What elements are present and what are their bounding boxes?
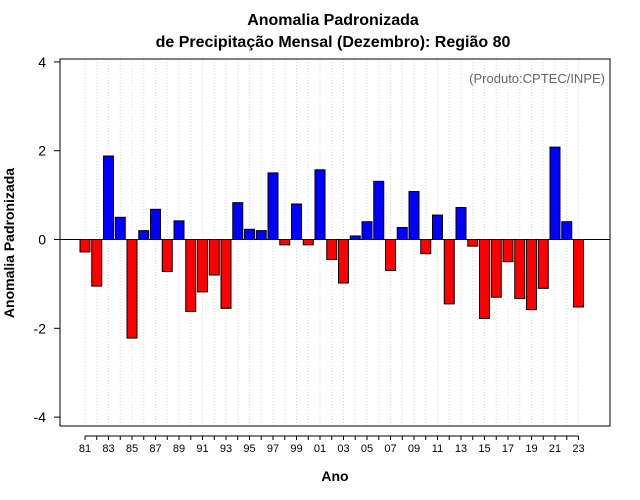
- bars: [60, 146, 610, 339]
- x-tick-label: 81: [79, 443, 91, 455]
- y-axis: -4 -2 0 2 4: [34, 54, 60, 425]
- bar-91: [197, 239, 208, 293]
- bar-87: [150, 208, 161, 240]
- bar-83: [103, 155, 114, 240]
- x-tick-label: 21: [549, 443, 561, 455]
- x-tick-label: 13: [455, 443, 467, 455]
- bar-90: [185, 239, 197, 312]
- bar-23: [573, 239, 584, 308]
- bar-03: [338, 239, 349, 284]
- x-tick-label: 89: [173, 443, 185, 455]
- x-axis: 81 83 85 87 89 91 93 95 97 99 01 03 05 07 09 11 13 15 17 19…: [79, 435, 585, 455]
- credit-annotation: (Produto:CPTEC/INPE): [469, 71, 605, 86]
- bar-07: [385, 239, 396, 272]
- y-tick-label: 2: [38, 143, 46, 159]
- bar-05: [361, 221, 373, 241]
- bar-84: [114, 216, 126, 241]
- bar-92: [208, 239, 220, 276]
- x-tick-label: 17: [502, 443, 514, 455]
- bar-19: [526, 239, 537, 311]
- y-tick-label: 0: [38, 232, 46, 248]
- y-tick-label: -4: [34, 409, 47, 425]
- bar-06: [373, 180, 385, 240]
- x-tick-label: 93: [220, 443, 232, 455]
- bar-08: [396, 227, 408, 240]
- x-tick-label: 83: [102, 443, 114, 455]
- x-tick-label: 99: [290, 443, 302, 455]
- bar-15: [479, 239, 490, 320]
- bar-00: [302, 239, 314, 246]
- bar-96: [255, 230, 267, 240]
- bar-93: [220, 239, 232, 309]
- bar-14: [467, 239, 479, 247]
- bar-02: [326, 239, 338, 260]
- bar-17: [502, 239, 514, 263]
- bar-09: [408, 191, 420, 241]
- bar-81: [79, 239, 91, 253]
- bar-88: [161, 239, 173, 272]
- x-tick-label: 91: [196, 443, 208, 455]
- plot-frame: [59, 58, 611, 427]
- bar-18: [514, 239, 526, 300]
- x-tick-label: 03: [337, 443, 349, 455]
- x-tick-label: 05: [361, 443, 373, 455]
- x-tick-label: 01: [314, 443, 326, 455]
- x-tick-label: 97: [267, 443, 279, 455]
- bar-13: [455, 207, 467, 240]
- bar-95: [244, 228, 255, 240]
- x-tick-label: 19: [525, 443, 537, 455]
- x-tick-label: 85: [126, 443, 138, 455]
- bar-99: [291, 203, 302, 240]
- bar-20: [537, 239, 549, 289]
- bar-82: [91, 239, 103, 287]
- bar-89: [173, 220, 185, 241]
- chart-title-line1: Anomalia Padronizada: [247, 12, 419, 29]
- x-tick-label: 07: [384, 443, 396, 455]
- bar-98: [279, 239, 291, 246]
- bar-94: [232, 202, 244, 240]
- bar-86: [138, 230, 150, 240]
- y-axis-label: Anomalia Padronizada: [1, 168, 17, 318]
- bar-16: [490, 239, 502, 298]
- y-tick-label: 4: [38, 54, 46, 70]
- x-tick-label: 11: [432, 443, 443, 455]
- x-tick-label: 87: [149, 443, 161, 455]
- bar-97: [267, 172, 279, 240]
- chart-title-line2: de Precipitação Mensal (Dezembro): Regiã…: [156, 34, 511, 51]
- bar-04: [349, 235, 361, 240]
- bar-10: [420, 239, 432, 255]
- x-tick-label: 15: [478, 443, 490, 455]
- bar-22: [561, 221, 573, 241]
- bar-85: [126, 239, 138, 339]
- x-tick-label: 95: [243, 443, 255, 455]
- bar-21: [549, 146, 561, 240]
- bar-01: [314, 169, 326, 241]
- y-tick-label: -2: [34, 320, 47, 336]
- bar-11: [432, 214, 443, 241]
- x-tick-label: 09: [408, 443, 420, 455]
- bar-12: [443, 239, 455, 305]
- x-tick-label: 23: [572, 443, 584, 455]
- x-axis-label: Ano: [321, 468, 348, 484]
